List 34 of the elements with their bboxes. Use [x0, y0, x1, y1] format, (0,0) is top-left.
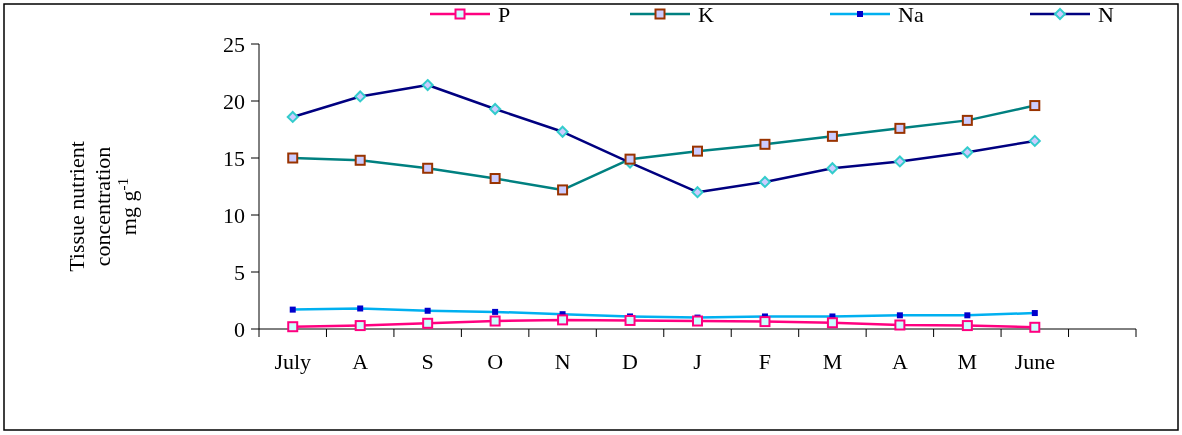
- x-tick-label: S: [421, 349, 434, 374]
- point: [826, 317, 838, 329]
- x-tick-label: D: [622, 349, 638, 374]
- x-tick-label: M: [822, 349, 843, 374]
- x-tick-label: M: [957, 349, 978, 374]
- x-tick-label: F: [758, 349, 772, 374]
- y-tick-label: 25: [223, 31, 245, 57]
- x-tick-label: J: [693, 349, 703, 374]
- point: [961, 320, 973, 332]
- legend-label: N: [1098, 2, 1114, 27]
- point: [422, 317, 434, 329]
- y-tick-label: 20: [223, 88, 245, 114]
- legend-label: K: [698, 2, 714, 27]
- point: [354, 320, 366, 332]
- legend-label: Na: [898, 2, 924, 27]
- x-tick-label: July: [274, 349, 312, 374]
- point: [1029, 321, 1041, 333]
- y-tick-label: 10: [223, 202, 245, 228]
- point: [692, 315, 703, 327]
- y-tick-label: 5: [234, 259, 245, 285]
- x-tick-label: O: [487, 349, 504, 374]
- x-tick-label: N: [554, 349, 571, 374]
- legend-label: P: [498, 2, 511, 27]
- point: [489, 315, 501, 327]
- y-tick-label: 15: [223, 145, 245, 171]
- point: [557, 314, 569, 326]
- x-tick-label: A: [352, 349, 369, 374]
- y-tick-label: 0: [234, 316, 245, 342]
- point: [759, 316, 771, 328]
- point: [894, 319, 906, 331]
- x-tick-label: A: [891, 349, 908, 374]
- x-tick-label: June: [1014, 349, 1055, 374]
- point: [287, 321, 299, 333]
- point: [624, 314, 636, 326]
